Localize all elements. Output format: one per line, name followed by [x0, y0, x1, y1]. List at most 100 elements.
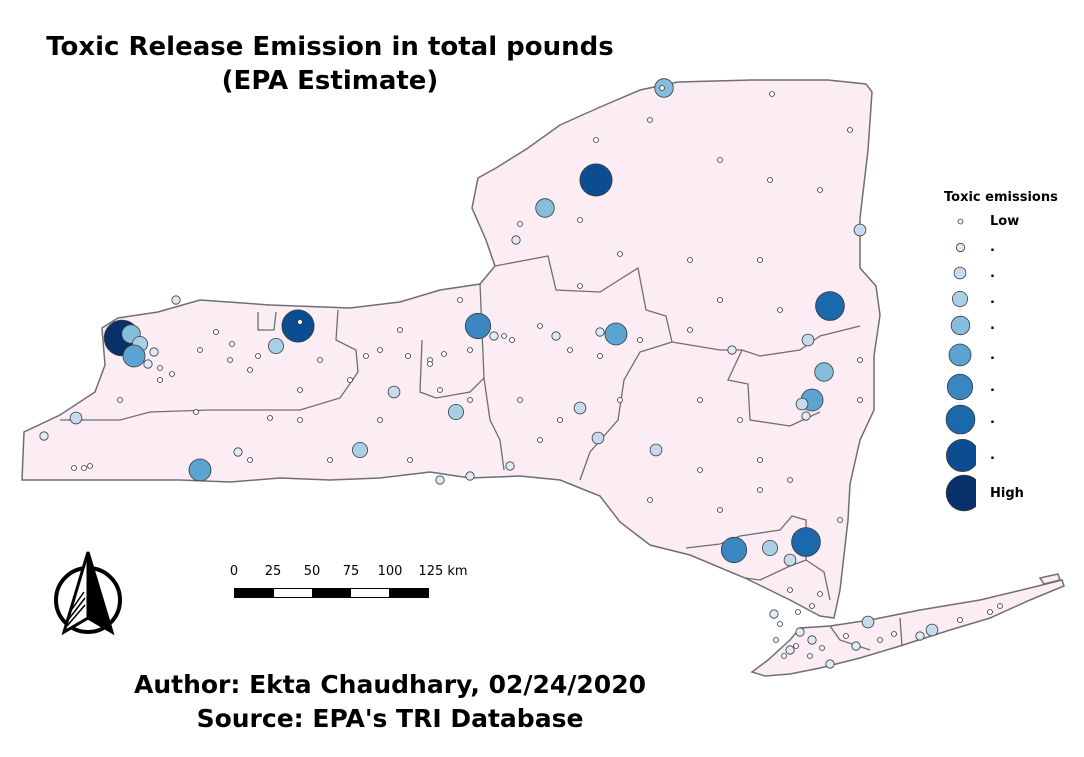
facility-marker — [687, 257, 693, 263]
facility-marker — [297, 319, 303, 325]
facility-marker — [157, 377, 163, 383]
legend-item: . — [944, 340, 995, 370]
legend-label: . — [990, 291, 995, 307]
facility-marker — [267, 415, 273, 421]
legend-label: . — [990, 447, 995, 463]
legend-item: . — [944, 372, 995, 402]
facility-marker — [535, 198, 555, 218]
facility-marker — [517, 221, 523, 227]
county-boundary — [494, 255, 673, 481]
facility-marker — [697, 467, 703, 473]
facility-marker — [915, 631, 925, 641]
facility-marker — [233, 447, 243, 457]
facility-marker — [814, 362, 834, 382]
facility-marker — [551, 331, 561, 341]
legend-item: . — [944, 438, 995, 472]
legend-symbol — [955, 242, 965, 252]
facility-marker — [997, 603, 1003, 609]
facility-marker — [807, 635, 817, 645]
facility-marker — [857, 357, 863, 363]
facility-marker — [727, 345, 737, 355]
legend-label: . — [990, 265, 995, 281]
facility-marker — [143, 359, 153, 369]
facility-marker — [435, 475, 445, 485]
facility-marker — [717, 157, 723, 163]
facility-marker — [351, 441, 368, 458]
scale-tick-label: 25 — [264, 564, 282, 579]
facility-marker — [767, 177, 773, 183]
facility-marker — [777, 621, 783, 627]
facility-marker — [851, 641, 861, 651]
legend-symbol — [946, 438, 976, 472]
legend-label: . — [990, 411, 995, 427]
facility-marker — [793, 643, 799, 649]
facility-marker — [579, 163, 613, 197]
facility-marker — [157, 365, 163, 371]
facility-marker — [387, 385, 401, 399]
facility-marker — [397, 327, 403, 333]
facility-marker — [987, 609, 993, 615]
facility-marker — [762, 540, 779, 557]
facility-marker — [407, 457, 413, 463]
county-boundary — [671, 325, 861, 357]
facility-marker — [847, 127, 853, 133]
county-boundary — [727, 349, 821, 427]
facility-marker — [595, 327, 605, 337]
facility-marker — [255, 353, 261, 359]
facility-marker — [347, 377, 353, 383]
facility-marker — [769, 609, 779, 619]
facility-marker — [769, 91, 775, 97]
legend-label: . — [990, 239, 995, 255]
county-boundary — [419, 283, 485, 399]
facility-marker — [807, 653, 813, 659]
facility-marker — [297, 417, 303, 423]
facility-marker — [649, 443, 663, 457]
facility-marker — [267, 337, 284, 354]
facility-marker — [149, 347, 159, 357]
facility-marker — [501, 333, 507, 339]
facility-marker — [697, 397, 703, 403]
legend-item: . — [944, 284, 995, 314]
map-title-line2: (EPA Estimate) — [221, 66, 439, 96]
facility-marker — [457, 297, 463, 303]
legend-symbol — [945, 474, 976, 512]
facility-marker — [405, 353, 411, 359]
facility-marker — [505, 461, 515, 471]
scale-tick-label: 125 km — [418, 564, 468, 579]
facility-marker — [857, 397, 863, 403]
facility-marker — [783, 553, 797, 567]
facility-marker — [957, 617, 963, 623]
facility-marker — [247, 457, 253, 463]
facility-marker — [377, 417, 383, 423]
facility-marker — [717, 297, 723, 303]
facility-marker — [795, 609, 801, 615]
source-credit: Source: EPA's TRI Database — [196, 704, 584, 733]
facility-marker — [577, 283, 583, 289]
facility-marker — [213, 329, 219, 335]
facility-markers — [39, 78, 1003, 669]
facility-marker — [71, 465, 77, 471]
facility-marker — [511, 235, 521, 245]
legend-symbol — [948, 343, 972, 367]
facility-marker — [853, 223, 867, 237]
legend-item: High — [944, 474, 1024, 512]
legend-symbol — [957, 218, 963, 224]
facility-marker — [557, 417, 563, 423]
county-boundary — [899, 617, 903, 647]
facility-marker — [787, 587, 793, 593]
facility-marker — [593, 137, 599, 143]
facility-marker — [785, 645, 795, 655]
facility-marker — [659, 85, 665, 91]
scale-tick-label: 100 — [377, 564, 403, 579]
facility-marker — [757, 487, 763, 493]
facility-marker — [597, 353, 603, 359]
credits: Author: Ekta Chaudhary, 02/24/2020 Sourc… — [60, 668, 720, 736]
scale-bar-graphic — [234, 588, 429, 598]
facility-marker — [795, 627, 805, 637]
facility-marker — [577, 217, 583, 223]
facility-marker — [363, 353, 369, 359]
facility-marker — [801, 411, 811, 421]
facility-marker — [297, 387, 303, 393]
legend-label: . — [990, 317, 995, 333]
